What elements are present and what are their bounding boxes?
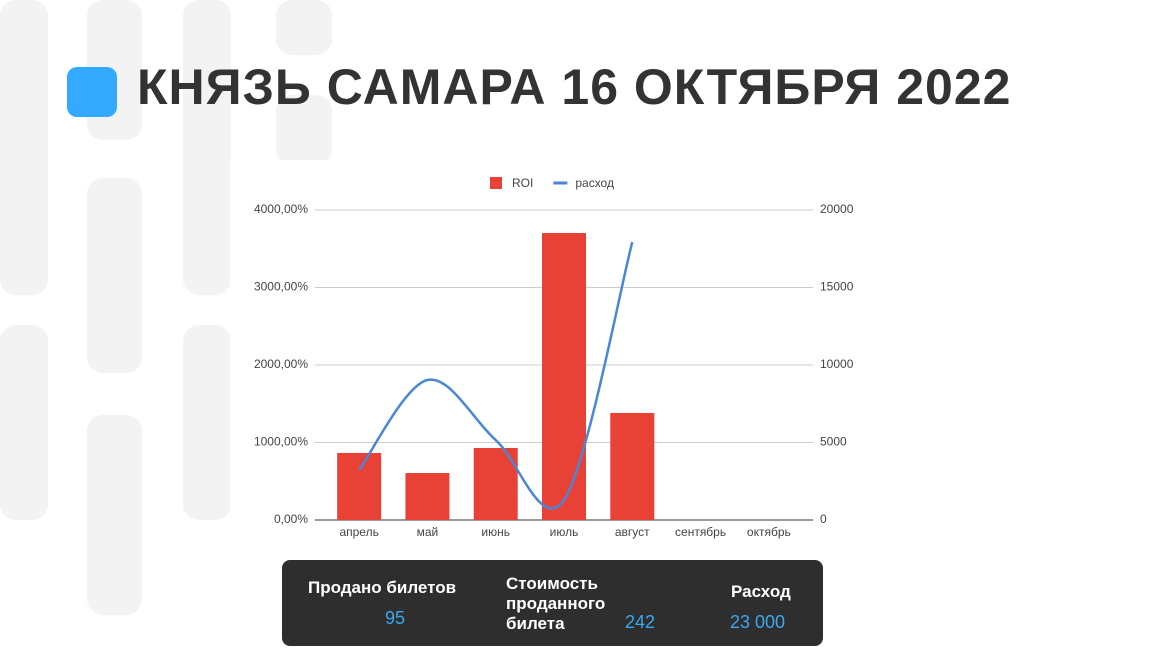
y2-tick-label: 20000 [820, 202, 854, 216]
legend-label: ROI [512, 176, 533, 190]
stat-value: 95 [385, 608, 406, 628]
y-tick-label: 1000,00% [254, 435, 308, 449]
stat-label: Стоимость проданного билета [506, 574, 606, 633]
x-tick-label: май [417, 525, 439, 539]
stat-value: 23 000 [730, 612, 786, 632]
bar [542, 233, 586, 520]
chart: 0,00% 1000,00% 2000,00% 3000,00% 4000,00% 0 50… [230, 160, 890, 555]
x-tick-label: октябрь [747, 525, 791, 539]
x-tick-label: апрель [339, 525, 378, 539]
stat-label: Расход [731, 582, 791, 601]
decor [0, 325, 48, 520]
stat-label: Продано билетов [308, 578, 457, 597]
decor [276, 0, 332, 55]
decor [276, 95, 332, 165]
x-tick-label: сентябрь [675, 525, 726, 539]
decor [183, 0, 231, 295]
y-tick-label: 4000,00% [254, 202, 308, 216]
decor [87, 178, 142, 373]
y2-tick-label: 15000 [820, 280, 854, 294]
decor [0, 0, 48, 295]
bar [405, 473, 450, 520]
x-tick-label: июнь [481, 525, 510, 539]
decor [87, 415, 142, 615]
legend-swatch [490, 177, 502, 189]
legend-label: расход [575, 176, 614, 190]
y2-tick-label: 5000 [820, 435, 847, 449]
line [358, 241, 634, 510]
bar [610, 412, 655, 520]
stats-panel: Продано билетов 95 Стоимость проданного … [282, 560, 823, 646]
decor [183, 325, 231, 520]
x-tick-label: август [615, 525, 650, 539]
x-tick-label: июль [550, 525, 579, 539]
y-tick-label: 2000,00% [254, 357, 308, 371]
y2-tick-label: 0 [820, 512, 827, 526]
y2-tick-label: 10000 [820, 357, 854, 371]
title: КНЯЗЬ САМАРА 16 ОКТЯБРЯ 2022 [137, 59, 1012, 115]
stat-value: 242 [625, 612, 656, 632]
title-marker [67, 67, 117, 117]
y-tick-label: 0,00% [274, 512, 308, 526]
bar [337, 452, 382, 520]
y-tick-label: 3000,00% [254, 280, 308, 294]
